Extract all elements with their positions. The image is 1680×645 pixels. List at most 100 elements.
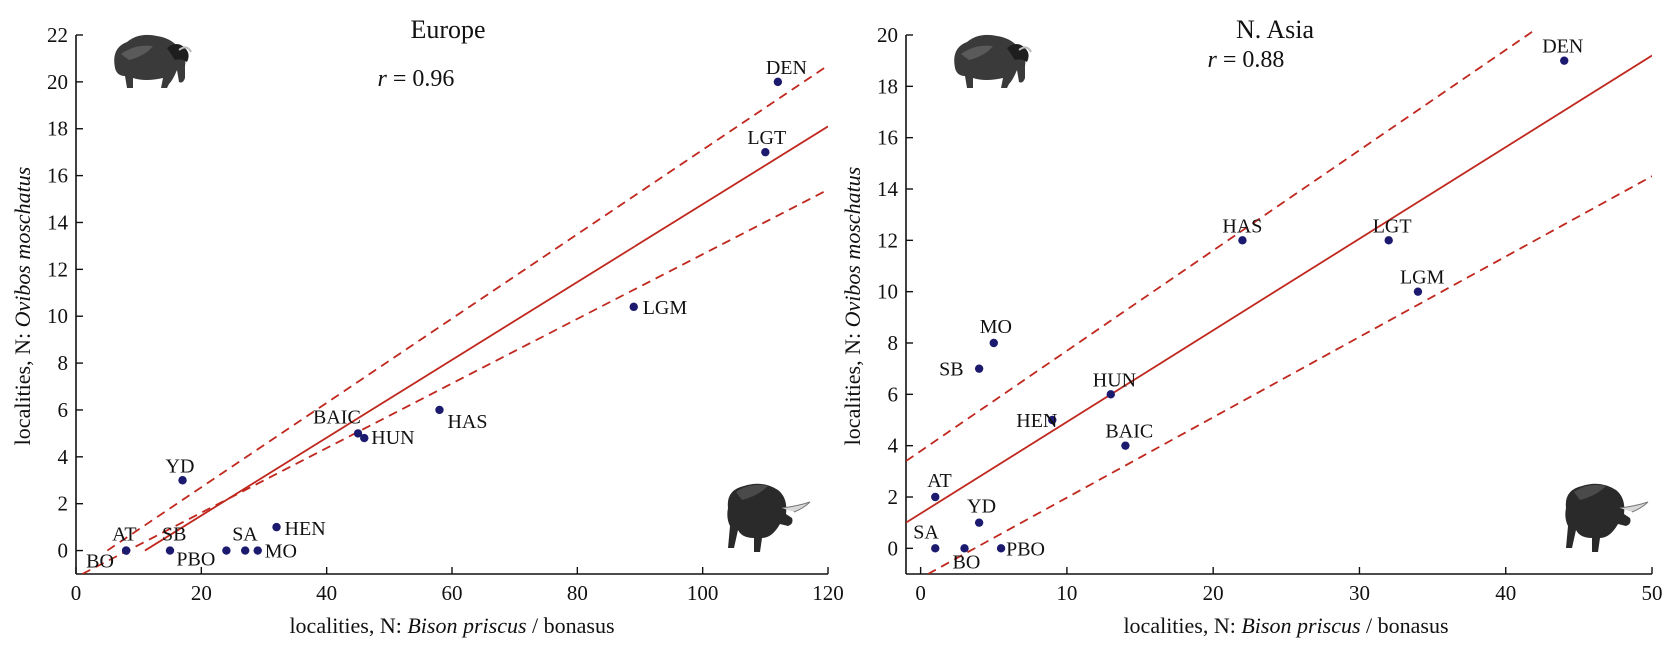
- y-tick-label: 20: [877, 23, 898, 47]
- correlation-symbol: r: [378, 66, 388, 92]
- y-tick-label: 6: [58, 398, 69, 422]
- y-tick-label: 8: [888, 331, 899, 355]
- y-axis-label-italic: Ovibos moschatus: [840, 167, 865, 328]
- x-tick-label: 60: [442, 581, 463, 605]
- data-point-hun: [1106, 390, 1115, 399]
- data-point-baic: [353, 429, 363, 438]
- point-label-bo: BO: [953, 551, 981, 573]
- data-point-has: [435, 405, 444, 415]
- x-axis-label-suffix: / bonasus: [527, 613, 615, 638]
- x-tick-label: 30: [1349, 581, 1370, 605]
- data-point-sb: [165, 546, 175, 555]
- x-axis-label: localities, N: Bison priscus / bonasus: [1123, 613, 1448, 638]
- point-label-den: DEN: [1542, 36, 1583, 58]
- y-tick-label: 2: [58, 492, 69, 516]
- point-label-pbo: PBO: [176, 549, 215, 571]
- data-point-bo: [960, 544, 969, 553]
- point-label-sb: SB: [162, 524, 186, 546]
- y-tick-label: 4: [58, 445, 69, 469]
- data-point-hen: [1048, 415, 1057, 425]
- point-label-den: DEN: [766, 57, 807, 79]
- data-point-lgt: [1384, 236, 1393, 245]
- y-axis-label-prefix: localities, N:: [840, 327, 865, 445]
- data-point-lgt: [761, 147, 770, 157]
- data-point-sb: [974, 364, 984, 373]
- data-point-lgm: [1413, 287, 1423, 296]
- x-axis-label: localities, N: Bison priscus / bonasus: [289, 613, 614, 638]
- point-label-lgt: LGT: [1373, 215, 1412, 237]
- correlation-value: = 0.88: [1217, 47, 1285, 73]
- y-tick-label: 4: [888, 434, 899, 458]
- y-tick-label: 16: [47, 164, 68, 188]
- y-tick-label: 6: [888, 382, 899, 406]
- confidence-lower-line: [81, 188, 828, 574]
- y-tick-label: 14: [47, 210, 69, 234]
- data-point-lgm: [629, 302, 638, 312]
- point-label-baic: BAIC: [313, 406, 361, 428]
- point-label-sa: SA: [913, 521, 939, 543]
- point-label-baic: BAIC: [1105, 421, 1153, 443]
- point-label-lgm: LGM: [1400, 267, 1445, 289]
- musk-ox-icon: [954, 34, 1032, 88]
- point-label-sb: SB: [939, 359, 963, 381]
- europe-panel: 0 20 40 60 80 100 120 0 2 4 6 8 10 12 14 16 18 20 22 DEN LGT…: [10, 15, 844, 638]
- point-label-yd: YD: [166, 455, 195, 477]
- point-label-has: HAS: [1222, 215, 1262, 237]
- y-tick-label: 20: [47, 70, 68, 94]
- x-tick-label: 0: [915, 581, 926, 605]
- y-tick-label: 12: [877, 228, 898, 252]
- point-label-hun: HUN: [371, 427, 414, 449]
- confidence-upper-line: [906, 29, 1536, 462]
- data-point-mo: [989, 338, 998, 348]
- data-point-den: [1560, 56, 1569, 65]
- x-axis-label-italic: Bison priscus: [1241, 613, 1360, 638]
- y-tick-label: 16: [877, 126, 898, 150]
- x-tick-label: 20: [191, 581, 212, 605]
- correlation-symbol: r: [1208, 47, 1218, 73]
- data-point-yd: [974, 518, 984, 527]
- point-label-at: AT: [927, 470, 951, 492]
- confidence-upper-line: [106, 64, 828, 552]
- y-tick-label: 18: [47, 117, 68, 141]
- y-tick-label: 8: [58, 351, 69, 375]
- y-axis-label: localities, N: Ovibos moschatus: [840, 167, 865, 446]
- x-tick-label: 40: [1495, 581, 1516, 605]
- point-label-at: AT: [112, 524, 136, 546]
- data-point-bo: [121, 546, 131, 555]
- y-tick-label: 0: [888, 536, 899, 560]
- point-label-has: HAS: [447, 411, 487, 433]
- regression-line: [906, 54, 1652, 524]
- data-point-at: [931, 492, 940, 502]
- data-point-pbo: [996, 544, 1006, 553]
- regression-line: [144, 125, 828, 552]
- point-label-sa: SA: [232, 524, 258, 546]
- x-axis-label-suffix: / bonasus: [1361, 613, 1449, 638]
- x-tick-label: 40: [316, 581, 337, 605]
- x-tick-label: 120: [812, 581, 844, 605]
- data-point-hun: [360, 433, 369, 443]
- point-label-lgt: LGT: [747, 127, 786, 149]
- data-point-yd: [178, 476, 187, 485]
- y-axis-label: localities, N: Ovibos moschatus: [10, 167, 35, 446]
- point-label-hun: HUN: [1093, 369, 1136, 391]
- point-label-hen: HEN: [1016, 410, 1057, 432]
- correlation-annotation: r = 0.88: [1208, 47, 1285, 73]
- point-label-bo: BO: [86, 551, 114, 573]
- x-tick-label: 50: [1642, 581, 1663, 605]
- data-point-sa: [241, 546, 250, 555]
- point-label-mo: MO: [980, 316, 1012, 338]
- y-tick-label: 12: [47, 257, 68, 281]
- data-point-has: [1238, 236, 1247, 245]
- data-point-hen: [272, 522, 281, 532]
- y-tick-label: 10: [877, 280, 898, 304]
- confidence-lower-line: [927, 175, 1652, 574]
- data-point-mo: [253, 546, 262, 555]
- y-tick-label: 2: [888, 485, 899, 509]
- y-tick-label: 22: [47, 23, 68, 47]
- bison-icon: [727, 483, 811, 552]
- x-tick-label: 80: [567, 581, 588, 605]
- x-tick-label: 0: [71, 581, 82, 605]
- data-point-den: [773, 77, 783, 87]
- x-axis-label-prefix: localities, N:: [289, 613, 407, 638]
